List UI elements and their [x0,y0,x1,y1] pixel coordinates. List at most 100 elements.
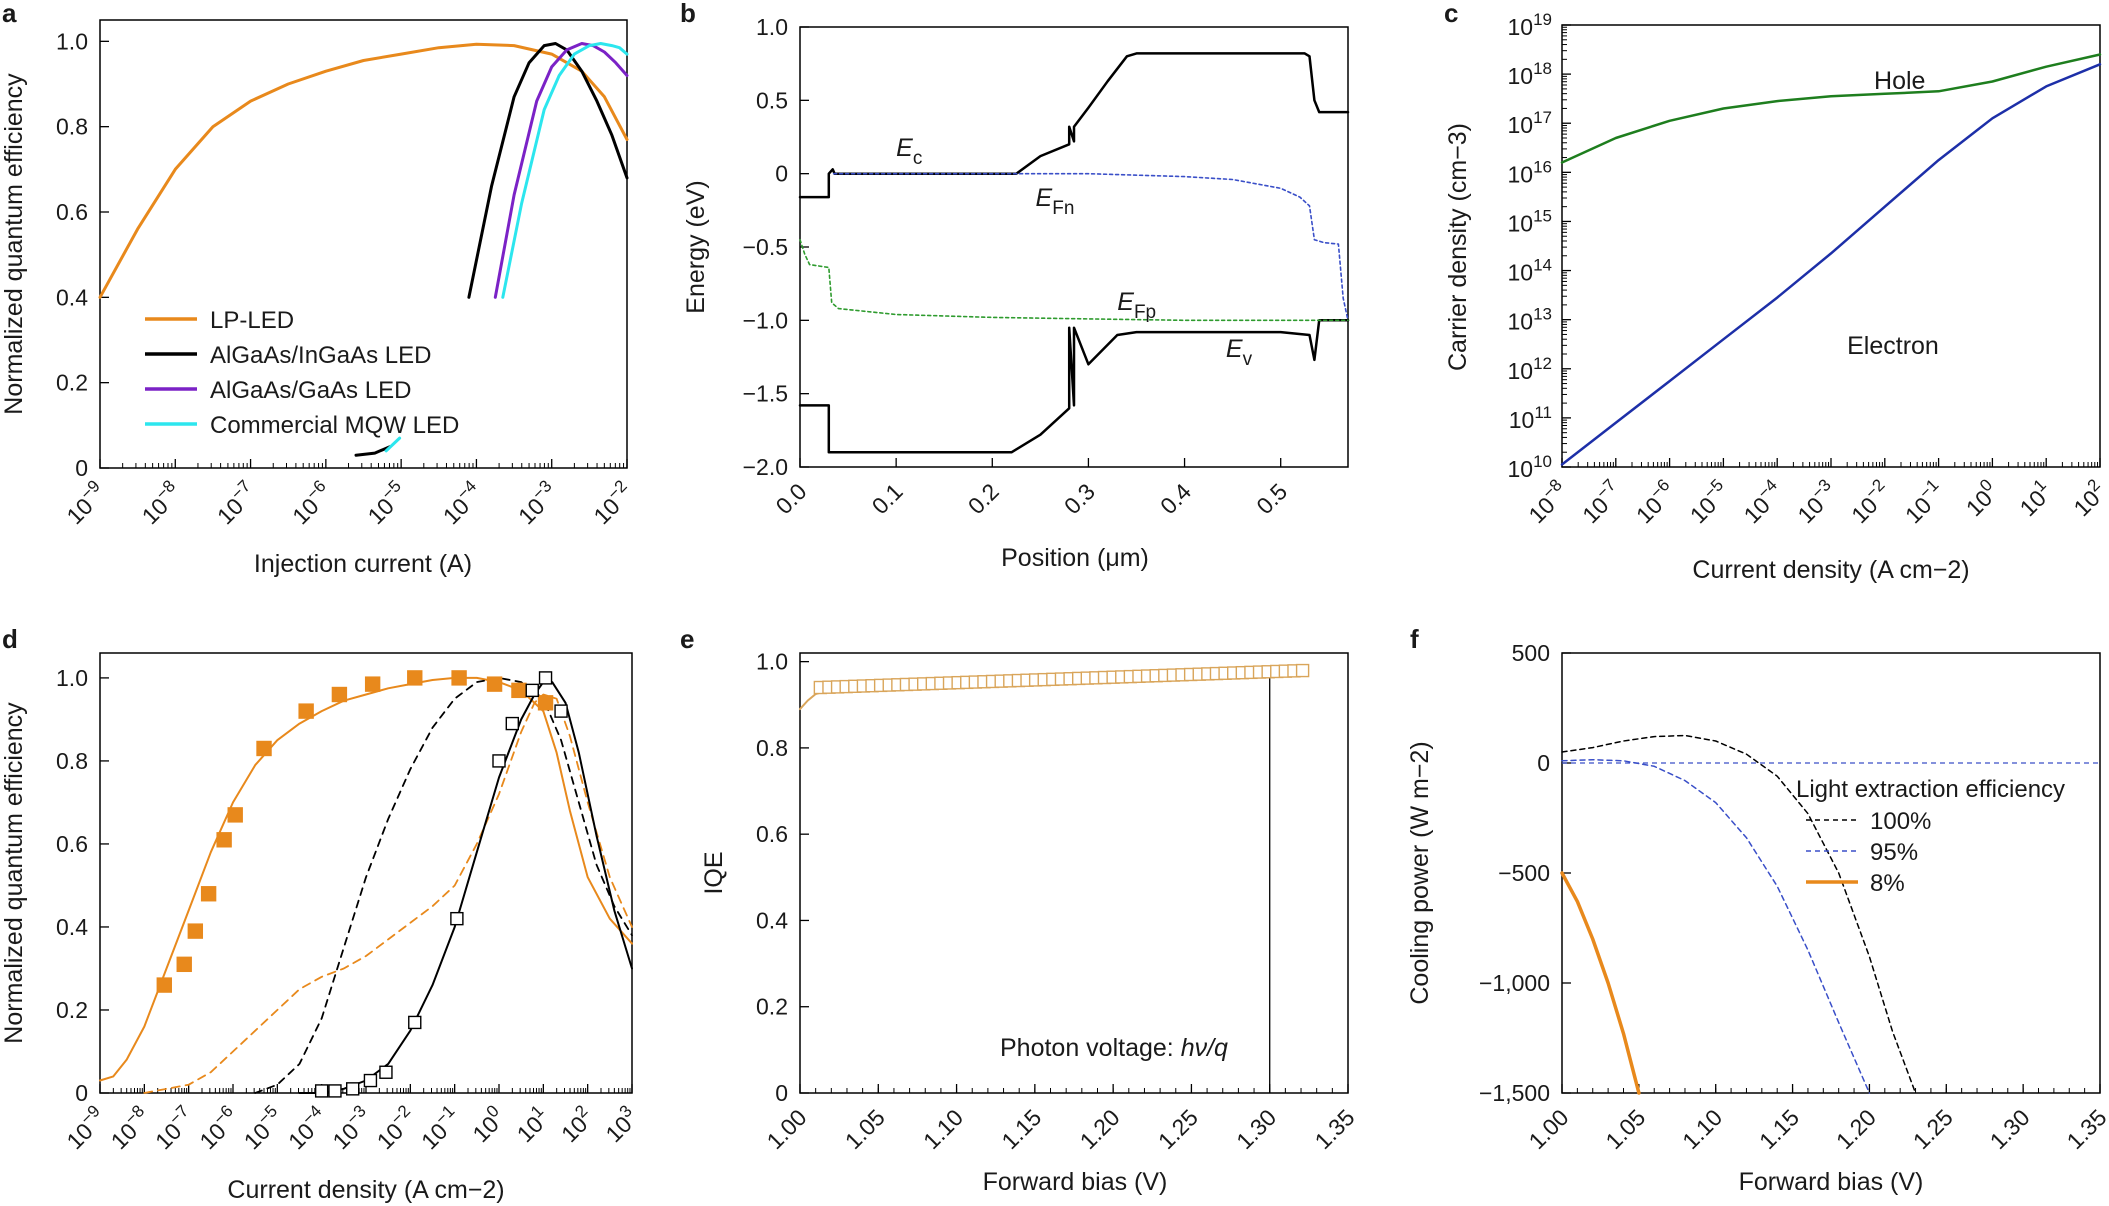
x-tick-label-d: 10−2 [369,1101,422,1154]
data-point-d [451,670,467,686]
data-point-d [227,807,243,823]
x-tick-label-e: 1.35 [1309,1104,1359,1154]
y-axis-label-c: Carrier density (cm−3) [1444,123,1472,371]
y-tick-label-b: −0.5 [743,234,788,260]
data-point-d [379,1065,393,1079]
data-point-d [408,1015,422,1030]
legend-a: LP-LED AlGaAs/InGaAs LED AlGaAs/GaAs LED… [145,307,459,439]
series-efn-b [832,172,1349,322]
x-tick-label-c: 10−2 [1843,475,1896,528]
x-tick-label-a: 10−4 [435,476,488,529]
data-point-d [537,695,554,711]
data-point-d [256,740,272,757]
y-tick-label-b: 1.0 [756,14,788,40]
photon-voltage-variable: hν/q [1181,1034,1228,1062]
y-tick-label-c: 1018 [1507,59,1552,89]
panel-label-e: e [680,624,694,654]
x-tick-label-b: 0.4 [1155,478,1196,519]
data-point-d [554,704,568,718]
series-8--f [1560,871,1641,1095]
legend-label-95: 95% [1870,839,1918,866]
legend-label-lp-led: LP-LED [210,307,294,334]
panel-b: b 0.0 0.1 0.2 0.3 0.4 0.5 −2.0 −1.5 −1.0 −0.5 0 0.5… [680,0,1350,572]
y-tick-label-f: −1,000 [1479,970,1550,996]
y-tick-label-e: 0.2 [756,994,788,1020]
y-tick-label-c: 1015 [1507,206,1552,236]
x-tick-label-f: 1.05 [1600,1104,1650,1154]
x-tick-label-c: 100 [1958,475,2004,521]
series-black-dashed-d [254,677,633,1094]
x-axis-label-a: Injection current (A) [254,550,472,578]
y-tick-label-d: 0.6 [56,831,88,857]
x-tick-label-c: 102 [2066,475,2109,521]
x-tick-label-c: 10−8 [1521,475,1574,528]
legend-label-algaas-ingaas: AlGaAs/InGaAs LED [210,342,431,369]
series-algaas-ingaas-led-a [467,42,629,299]
x-axis-label-b: Position (μm) [1001,544,1149,572]
x-tick-label-c: 10−7 [1574,475,1627,528]
y-tick-label-a: 0.4 [56,284,88,310]
x-tick-label-a: 10−9 [59,476,112,529]
data-point-d [216,832,232,848]
series-commercial-mqw-led-low-a [384,436,402,453]
band-label-fn: EFn [1036,184,1075,219]
y-tick-label-f: −1,500 [1479,1080,1550,1106]
x-tick-label-b: 0.0 [771,478,812,519]
y-axis-label-d: Normalized quantum efficiency [0,702,28,1044]
plot-area-f: 1.00 1.05 1.10 1.15 1.20 1.25 1.30 1.35 −1,500 −1… [1479,640,2109,1154]
data-point-d [450,911,464,926]
data-point-d [364,676,381,692]
data-point-d [187,923,204,939]
data-point-d [346,1082,360,1096]
panel-label-b: b [680,0,696,28]
data-point-d [538,671,553,685]
x-tick-label-e: 1.15 [996,1104,1046,1154]
plot-area-d: 10−910−810−710−610−510−410−310−210−1 100 1… [56,665,637,1154]
x-tick-label-b: 0.5 [1251,478,1292,519]
data-point-d [314,1084,329,1098]
y-tick-label-f: 500 [1512,640,1550,666]
x-tick-label-f: 1.20 [1831,1104,1881,1154]
x-tick-label-d: 10−6 [192,1101,245,1154]
y-tick-label-d: 0.2 [56,997,88,1023]
y-tick-label-b: −1.0 [743,307,788,333]
plot-area-c: 10−810−710−610−510−410−310−210−1 100 101 10… [1507,10,2109,528]
x-tick-label-c: 10−3 [1790,475,1843,528]
legend-title-f: Light extraction efficiency [1796,776,2065,803]
x-tick-label-b: 0.3 [1059,478,1100,519]
band-label-c: Ec [896,134,922,169]
x-tick-label-e: 1.25 [1153,1104,1203,1154]
y-tick-label-b: −2.0 [743,454,788,480]
y-tick-label-e: 0.4 [756,907,788,933]
y-tick-label-a: 0.8 [56,114,88,140]
panel-label-a: a [2,0,17,28]
data-point-d [492,754,506,768]
panel-c: c 10−810−710−610−510−410−310−210−1 100 101… [1444,0,2109,584]
data-point-d [156,977,172,993]
panel-e: e 1.00 1.05 1.10 1.15 1.20 1.25 1.30 1.35 0 0.2 0.… [680,624,1360,1196]
data-point-d [486,676,503,692]
plot-frame-e [799,652,1349,1094]
x-tick-label-c: 101 [2012,475,2058,521]
x-tick-label-f: 1.35 [2061,1104,2109,1154]
x-tick-label-e: 1.30 [1231,1104,1281,1154]
x-tick-label-e: 1.00 [761,1104,811,1154]
x-tick-label-e: 1.20 [1075,1104,1125,1154]
y-tick-label-e: 0.6 [756,821,788,847]
x-tick-label-e: 1.10 [918,1104,968,1154]
x-tick-label-d: 10−5 [236,1101,289,1154]
x-tick-label-d: 102 [553,1101,599,1147]
series-algaas-ingaas-led-low-a [354,445,392,457]
y-axis-label-b: Energy (eV) [682,180,710,313]
legend-f: Light extraction efficiency 100% 95% 8% [1796,776,2065,897]
x-tick-label-d: 10−7 [147,1101,200,1154]
x-tick-label-b: 0.2 [963,478,1004,519]
photon-voltage-annotation: Photon voltage: hν/q [1000,1034,1228,1062]
x-tick-label-f: 1.00 [1523,1104,1573,1154]
x-tick-label-c: 10−1 [1897,475,1950,528]
y-tick-label-e: 1.0 [756,649,788,675]
y-tick-label-c: 1019 [1507,10,1552,40]
x-tick-label-d: 10−8 [103,1101,156,1154]
x-tick-label-d: 10−4 [280,1101,333,1154]
